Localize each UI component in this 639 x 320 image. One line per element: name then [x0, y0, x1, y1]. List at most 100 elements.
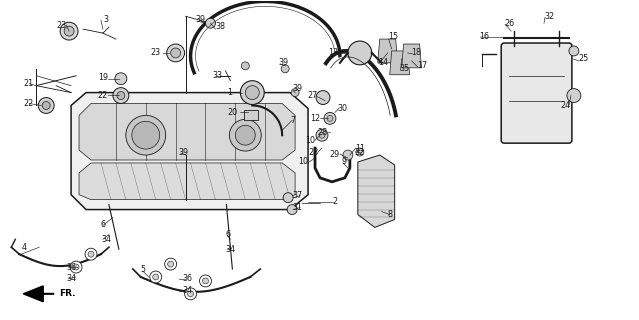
- Circle shape: [188, 291, 194, 297]
- Text: 32: 32: [544, 12, 554, 21]
- Circle shape: [153, 274, 158, 280]
- Text: 36: 36: [66, 263, 76, 272]
- Polygon shape: [23, 286, 43, 302]
- Text: 22: 22: [98, 91, 108, 100]
- Text: 30: 30: [338, 104, 348, 113]
- Text: 29: 29: [330, 149, 340, 158]
- Circle shape: [185, 288, 197, 300]
- Circle shape: [324, 112, 336, 124]
- Text: 13: 13: [328, 48, 338, 57]
- Circle shape: [60, 22, 78, 40]
- Circle shape: [113, 88, 129, 103]
- Text: 14: 14: [378, 58, 388, 67]
- Circle shape: [88, 251, 94, 257]
- Circle shape: [70, 261, 82, 273]
- Circle shape: [567, 89, 581, 102]
- Circle shape: [165, 258, 176, 270]
- Circle shape: [203, 278, 208, 284]
- FancyBboxPatch shape: [501, 43, 572, 143]
- Circle shape: [240, 81, 265, 105]
- Text: 3: 3: [103, 15, 108, 24]
- Text: 21: 21: [23, 79, 33, 88]
- Text: 8: 8: [388, 210, 393, 219]
- Circle shape: [348, 41, 372, 65]
- Text: 33: 33: [212, 71, 222, 80]
- Text: 23: 23: [56, 21, 66, 30]
- Circle shape: [117, 92, 125, 100]
- Text: 11: 11: [355, 144, 365, 153]
- Polygon shape: [378, 39, 397, 63]
- Text: 4: 4: [21, 243, 26, 252]
- Circle shape: [235, 125, 255, 145]
- Text: 34: 34: [226, 245, 235, 254]
- Circle shape: [245, 86, 259, 100]
- Circle shape: [242, 62, 249, 70]
- Polygon shape: [71, 92, 308, 210]
- Text: 37: 37: [292, 191, 302, 200]
- Text: 39: 39: [196, 15, 206, 24]
- Text: 12: 12: [310, 114, 320, 123]
- Text: 34: 34: [66, 275, 76, 284]
- Text: 10: 10: [305, 136, 315, 145]
- Polygon shape: [390, 51, 410, 75]
- Text: 34: 34: [183, 286, 192, 295]
- Polygon shape: [402, 44, 422, 68]
- Circle shape: [199, 275, 212, 287]
- Text: 1: 1: [227, 88, 233, 97]
- Text: 28: 28: [308, 148, 318, 156]
- Circle shape: [85, 248, 97, 260]
- Circle shape: [167, 261, 174, 267]
- Circle shape: [38, 98, 54, 113]
- Text: 17: 17: [417, 61, 427, 70]
- Text: 39: 39: [278, 58, 288, 67]
- Circle shape: [206, 18, 215, 28]
- Text: 36: 36: [183, 275, 192, 284]
- Circle shape: [171, 48, 181, 58]
- Polygon shape: [79, 163, 295, 200]
- Polygon shape: [79, 103, 295, 160]
- Text: 7: 7: [290, 116, 295, 125]
- Circle shape: [356, 148, 364, 156]
- Text: 20: 20: [227, 108, 237, 117]
- Text: 34: 34: [101, 235, 111, 244]
- Text: 6: 6: [101, 220, 106, 229]
- Text: 22: 22: [23, 99, 33, 108]
- Circle shape: [283, 193, 293, 203]
- Circle shape: [569, 46, 579, 56]
- Text: 35: 35: [399, 64, 410, 73]
- Text: 24: 24: [561, 101, 571, 110]
- Circle shape: [42, 101, 50, 109]
- Text: 39: 39: [179, 148, 189, 156]
- Text: FR.: FR.: [59, 289, 75, 298]
- Text: 15: 15: [388, 32, 398, 41]
- Circle shape: [281, 65, 289, 73]
- Text: 32: 32: [355, 148, 365, 156]
- Text: 38: 38: [215, 22, 226, 31]
- Circle shape: [64, 26, 74, 36]
- Text: 31: 31: [292, 203, 302, 212]
- Circle shape: [291, 89, 299, 97]
- Circle shape: [316, 129, 328, 141]
- Circle shape: [327, 116, 333, 121]
- Circle shape: [126, 116, 166, 155]
- Text: 6: 6: [226, 230, 231, 239]
- Circle shape: [115, 73, 127, 85]
- Circle shape: [287, 204, 297, 214]
- Text: 23: 23: [151, 48, 160, 57]
- Circle shape: [73, 264, 79, 270]
- Text: 2: 2: [332, 197, 337, 206]
- Circle shape: [150, 271, 162, 283]
- Text: 25: 25: [579, 54, 589, 63]
- Text: 16: 16: [479, 32, 489, 41]
- Text: 19: 19: [98, 73, 108, 82]
- Text: 28: 28: [318, 128, 328, 137]
- Text: 27: 27: [308, 91, 318, 100]
- Text: 26: 26: [504, 19, 514, 28]
- Circle shape: [316, 91, 330, 105]
- Circle shape: [229, 119, 261, 151]
- Circle shape: [319, 132, 325, 138]
- Text: 5: 5: [141, 265, 146, 274]
- Text: 39: 39: [292, 84, 302, 93]
- Text: 10: 10: [298, 157, 308, 166]
- Text: 18: 18: [412, 48, 422, 57]
